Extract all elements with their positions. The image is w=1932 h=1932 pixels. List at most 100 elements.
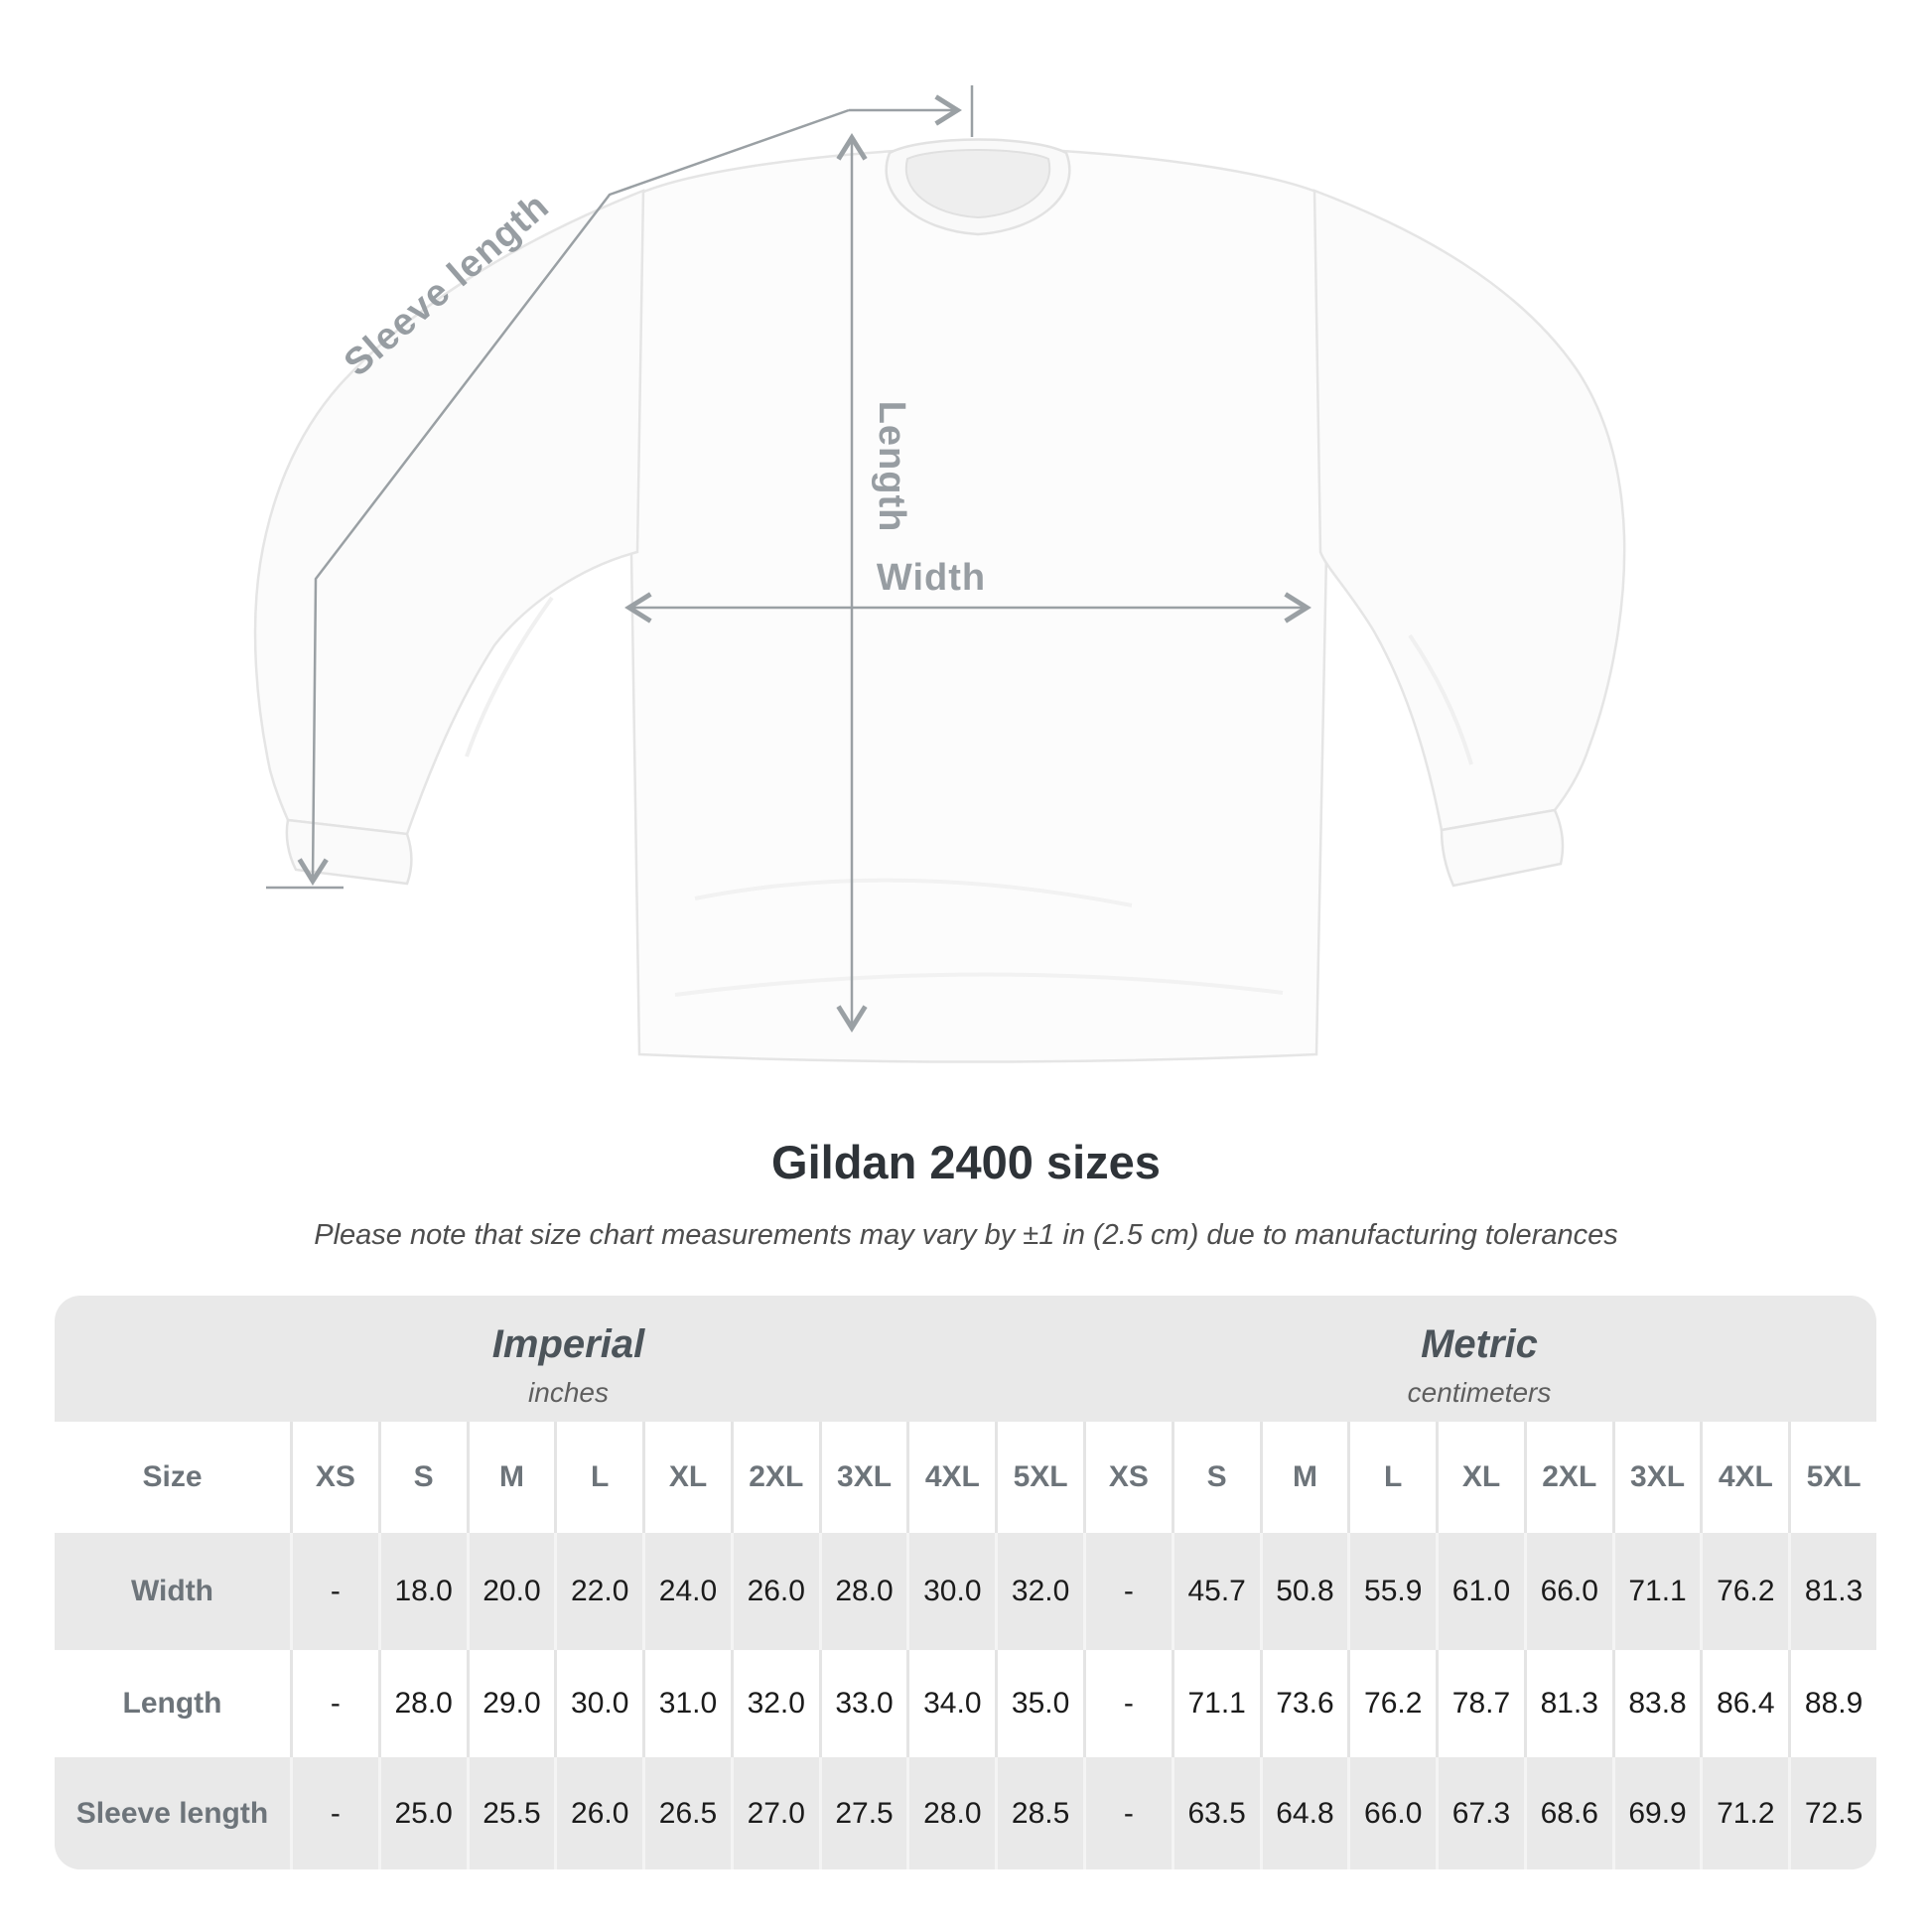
size-col-header: Size [142, 1460, 203, 1493]
shirt-diagram-svg: Sleeve length Length Width [253, 85, 1626, 1063]
metric-value-cell: 66.0 [1347, 1757, 1436, 1869]
left-sleeve [253, 189, 645, 836]
size-header-cell: XL [1436, 1422, 1524, 1533]
imperial-value-cell: 31.0 [642, 1650, 731, 1757]
metric-group-title: Metric [1421, 1322, 1538, 1366]
size-header-cell: M [1259, 1422, 1348, 1533]
metric-value-cell: 45.7 [1171, 1533, 1260, 1650]
imperial-value-cell: 28.0 [906, 1757, 995, 1869]
metric-value-cell: 86.4 [1700, 1650, 1788, 1757]
metric-value-cell: 81.3 [1523, 1650, 1612, 1757]
size-header-cell: 5XL [1788, 1422, 1876, 1533]
metric-value-cell: 88.9 [1788, 1650, 1876, 1757]
size-header-cell: 2XL [730, 1422, 819, 1533]
tolerance-note: Please note that size chart measurements… [314, 1219, 1618, 1251]
size-header-cell: 2XL [1523, 1422, 1612, 1533]
size-table-body: Width -18.0 20.0 22.0 24.0 26.0 28.0 30.0 32.0-4… [55, 1533, 1876, 1869]
size-header-cell: 4XL [906, 1422, 995, 1533]
imperial-value-cell: 32.0 [995, 1533, 1083, 1650]
imperial-group-title: Imperial [491, 1322, 645, 1366]
metric-group-unit: centimeters [1407, 1377, 1552, 1408]
imperial-value-cell: 25.5 [466, 1757, 555, 1869]
size-header-cell: 3XL [1611, 1422, 1701, 1533]
metric-value-cell: 78.7 [1436, 1650, 1524, 1757]
fabric-fold [694, 878, 1133, 907]
size-header-cell: 4XL [1700, 1422, 1788, 1533]
collar-opening [904, 149, 1051, 219]
imperial-value-cell: 24.0 [642, 1533, 731, 1650]
metric-value-cell: 81.3 [1788, 1533, 1876, 1650]
metric-value-cell: 76.2 [1700, 1533, 1788, 1650]
imperial-value-cell: 28.5 [995, 1757, 1083, 1869]
imperial-value-cell: - [290, 1533, 378, 1650]
size-header-cell: S [377, 1422, 467, 1533]
imperial-value-cell: 34.0 [906, 1650, 995, 1757]
metric-value-cell: 68.6 [1523, 1757, 1612, 1869]
imperial-value-cell: 20.0 [466, 1533, 555, 1650]
imperial-value-cell: 30.0 [554, 1650, 642, 1757]
unit-group-header-row: Imperial inches Metric centimeters [55, 1296, 1876, 1422]
imperial-value-cell: - [290, 1650, 378, 1757]
metric-value-cell: 55.9 [1347, 1533, 1436, 1650]
metric-value-cell: 83.8 [1611, 1650, 1701, 1757]
page-title: Gildan 2400 sizes [771, 1136, 1161, 1188]
imperial-value-cell: 26.0 [730, 1533, 819, 1650]
metric-value-cell: 64.8 [1259, 1757, 1348, 1869]
row-label-cell: Length [122, 1687, 222, 1720]
imperial-value-cell: 30.0 [906, 1533, 995, 1650]
fabric-fold [465, 596, 554, 758]
imperial-value-cell: 27.0 [730, 1757, 819, 1869]
metric-value-cell: 50.8 [1259, 1533, 1348, 1650]
metric-value-cell: 73.6 [1259, 1650, 1348, 1757]
metric-group-header: Metric centimeters [1082, 1296, 1876, 1422]
metric-value-cell: 71.2 [1700, 1757, 1788, 1869]
sleeve-length-measure-line [297, 108, 850, 886]
metric-value-cell: 66.0 [1523, 1533, 1612, 1650]
size-header-cell: S [1171, 1422, 1260, 1533]
measurement-row: Width -18.0 20.0 22.0 24.0 26.0 28.0 30.0 32.0-4… [55, 1533, 1876, 1650]
metric-value-cell: - [1083, 1757, 1172, 1869]
size-table: Imperial inches Metric centimeters Size … [55, 1296, 1876, 1869]
metric-value-cell: 72.5 [1788, 1757, 1876, 1869]
measurement-row: Length -28.0 29.0 30.0 31.0 32.0 33.0 34.0 35.0-… [55, 1650, 1876, 1757]
size-header-cell: 3XL [818, 1422, 907, 1533]
imperial-value-cell: 28.0 [818, 1533, 907, 1650]
right-sleeve [1312, 189, 1626, 832]
imperial-value-cell: 26.5 [642, 1757, 731, 1869]
imperial-group-unit: inches [528, 1377, 609, 1408]
imperial-value-cell: 28.0 [377, 1650, 467, 1757]
size-header-cell: XS [1083, 1422, 1172, 1533]
imperial-value-cell: 22.0 [554, 1533, 642, 1650]
imperial-group-header: Imperial inches [55, 1296, 1082, 1422]
size-header-cell: L [554, 1422, 642, 1533]
metric-value-cell: 69.9 [1611, 1757, 1701, 1869]
metric-value-cell: - [1083, 1533, 1172, 1650]
imperial-value-cell: 27.5 [818, 1757, 907, 1869]
size-header-cell: 5XL [995, 1422, 1083, 1533]
right-cuff [1440, 808, 1565, 888]
imperial-value-cell: 18.0 [377, 1533, 467, 1650]
metric-value-cell: 71.1 [1171, 1650, 1260, 1757]
row-label-cell: Width [130, 1575, 214, 1607]
size-header-row: Size XS S M L XL 2XL 3XL 4XL 5XL XS S M L XL 2XL 3XL 4XL… [55, 1422, 1876, 1533]
metric-value-cell: - [1083, 1650, 1172, 1757]
fabric-fold [674, 972, 1284, 997]
imperial-value-cell: 33.0 [818, 1650, 907, 1757]
imperial-value-cell: 29.0 [466, 1650, 555, 1757]
size-header-cell: L [1347, 1422, 1436, 1533]
shirt-measurement-diagram: Sleeve length Length Width [253, 85, 1626, 1063]
metric-value-cell: 67.3 [1436, 1757, 1524, 1869]
measurement-row: Sleeve length -25.0 25.5 26.0 26.5 27.0 27.5 28… [55, 1757, 1876, 1869]
shirt-body [628, 142, 1329, 1063]
size-header-cell: XS [290, 1422, 378, 1533]
imperial-value-cell: 26.0 [554, 1757, 642, 1869]
metric-value-cell: 63.5 [1171, 1757, 1260, 1869]
metric-value-cell: 71.1 [1611, 1533, 1701, 1650]
size-header-cell: XL [642, 1422, 731, 1533]
imperial-value-cell: 25.0 [377, 1757, 467, 1869]
imperial-value-cell: - [290, 1757, 378, 1869]
metric-value-cell: 76.2 [1347, 1650, 1436, 1757]
width-label: Width [877, 557, 986, 599]
size-header-cell: M [466, 1422, 555, 1533]
row-label-cell: Sleeve length [75, 1796, 269, 1830]
